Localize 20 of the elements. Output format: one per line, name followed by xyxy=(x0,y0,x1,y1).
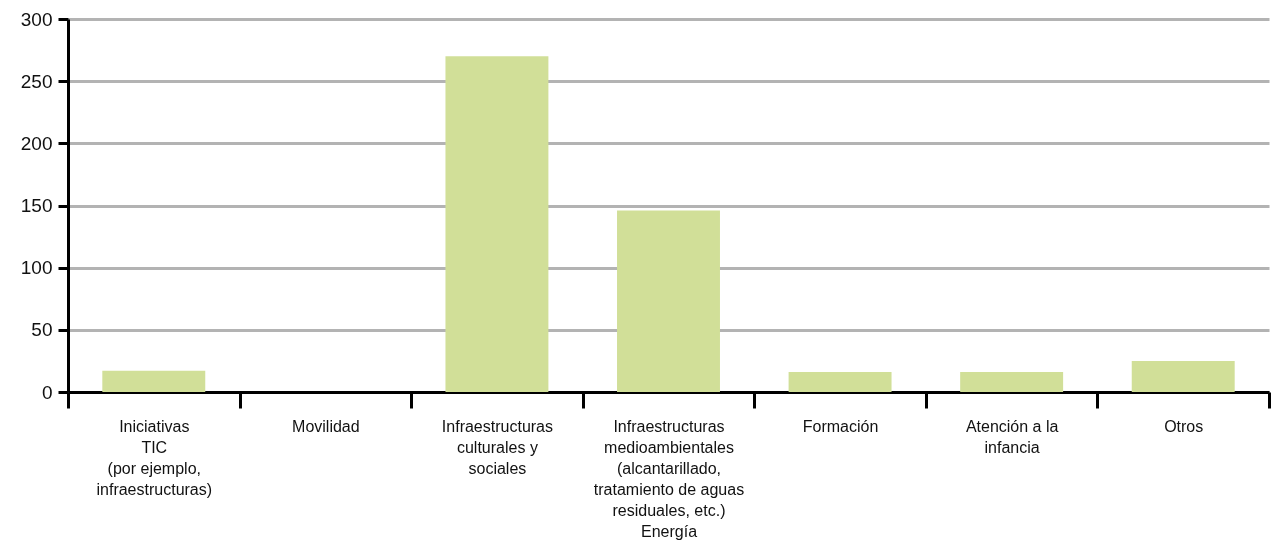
x-tick-label: Infraestructuras medioambientales (alcantarillado, tratamiento de aguas residuales, etc.) Energía xyxy=(593,417,745,540)
x-tick-label: Otros xyxy=(1164,417,1204,435)
bar xyxy=(960,372,1064,392)
y-tick-label: 300 xyxy=(20,8,53,30)
x-tick-label: Movilidad xyxy=(292,417,360,435)
y-tick-label: 250 xyxy=(20,70,53,92)
y-tick-label: 150 xyxy=(20,195,53,216)
bar xyxy=(102,370,206,392)
x-tick-label: Formación xyxy=(802,417,879,435)
x-tick-label: Infraestructuras culturales y sociales xyxy=(441,417,554,477)
y-tick-label: 200 xyxy=(20,132,53,154)
y-tick-label: 0 xyxy=(41,381,53,403)
bar xyxy=(445,56,549,392)
bar xyxy=(617,210,720,392)
y-tick-label: 50 xyxy=(31,319,53,341)
bar xyxy=(788,372,892,392)
bar xyxy=(1131,360,1235,392)
y-tick-label: 100 xyxy=(20,257,53,279)
x-tick-label: Atención a la infancia xyxy=(965,417,1059,456)
x-tick-label: Iniciativas TIC (por ejemplo, infraestructuras) xyxy=(96,417,213,498)
